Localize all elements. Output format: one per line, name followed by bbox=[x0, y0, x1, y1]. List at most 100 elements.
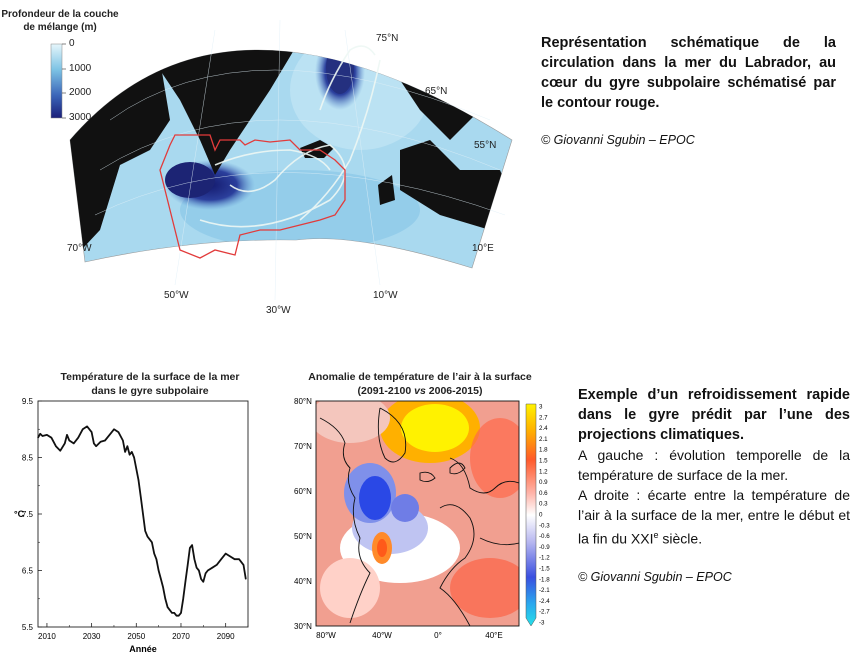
bottom-description-right: A droite : écarte entre la température d… bbox=[578, 487, 850, 547]
sst-data-point bbox=[187, 564, 189, 566]
sst-series-line bbox=[37, 425, 247, 617]
sst-data-point bbox=[99, 441, 102, 443]
lon-tick: 80°W bbox=[316, 631, 336, 640]
lat-tick: 70°N bbox=[294, 442, 312, 451]
colorbar bbox=[50, 43, 63, 119]
colorbar-title-line2: de mélange (m) bbox=[23, 22, 97, 33]
sst-data-point bbox=[171, 612, 173, 614]
sst-data-point bbox=[73, 442, 75, 444]
lon-tick: 40°W bbox=[372, 631, 392, 640]
anomaly-map-frame bbox=[315, 400, 520, 627]
lon-label: 10°W bbox=[373, 290, 398, 301]
sst-chart-title-line2: dans le gyre subpolaire bbox=[91, 385, 209, 397]
anomaly-colorbar-tick: 2.7 bbox=[539, 414, 548, 421]
sst-data-point bbox=[126, 445, 128, 447]
mixed-layer-map-graphic bbox=[50, 19, 513, 301]
anomaly-map-title: Anomalie de température de l’air à la su… bbox=[300, 370, 540, 398]
sst-data-point bbox=[160, 578, 162, 580]
sst-data-point bbox=[144, 530, 146, 532]
sst-data-point bbox=[153, 552, 155, 555]
sst-data-point bbox=[131, 451, 133, 453]
anomaly-colorbar-tick: 0.9 bbox=[539, 479, 548, 486]
lat-label: 55°N bbox=[474, 140, 497, 151]
sst-data-point bbox=[55, 445, 57, 447]
anomaly-colorbar-tick: 3 bbox=[539, 404, 543, 411]
sst-data-point bbox=[211, 567, 213, 569]
sst-data-point bbox=[95, 445, 97, 447]
sst-data-point bbox=[82, 428, 84, 430]
sst-data-point bbox=[238, 558, 240, 560]
sst-data-point bbox=[50, 437, 53, 439]
sst-data-point bbox=[180, 612, 182, 614]
sst-data-point bbox=[135, 468, 137, 470]
x-tick-label: 2050 bbox=[127, 632, 145, 641]
y-tick-label: 8.5 bbox=[22, 454, 34, 463]
sst-data-point bbox=[182, 598, 184, 600]
anomaly-colorbar-tick: -0.6 bbox=[539, 533, 550, 540]
sst-data-point bbox=[162, 586, 164, 589]
anomaly-colorbar-tick: 1.8 bbox=[539, 447, 548, 454]
sst-data-point bbox=[91, 431, 93, 433]
y-axis-label: °C bbox=[14, 509, 25, 519]
sst-data-point bbox=[77, 437, 79, 439]
lat-label: 65°N bbox=[425, 86, 448, 97]
top-credit: © Giovanni Sgubin – EPOC bbox=[541, 133, 695, 147]
sst-data-point bbox=[169, 609, 171, 611]
sst-data-point bbox=[164, 598, 166, 600]
sst-data-point bbox=[216, 564, 218, 566]
sst-data-point bbox=[59, 450, 61, 452]
sst-data-point bbox=[86, 425, 88, 428]
anomaly-colorbar-tick: -2.7 bbox=[539, 609, 550, 616]
x-axis-label: Année bbox=[129, 644, 157, 654]
anomaly-colorbar-tick: -2.4 bbox=[539, 598, 550, 605]
bottom-description-left: A gauche : évolution temporelle de la te… bbox=[578, 447, 850, 483]
sst-data-point bbox=[146, 536, 149, 538]
sst-data-point bbox=[198, 569, 200, 572]
anomaly-colorbar-tick: -2.1 bbox=[539, 587, 550, 594]
lon-label: 50°W bbox=[164, 290, 189, 301]
anomaly-colorbar-tick: 2.4 bbox=[539, 425, 548, 432]
x-tick-label: 2010 bbox=[38, 632, 56, 641]
anomaly-colorbar-tick: -3 bbox=[539, 620, 545, 627]
sst-data-point bbox=[242, 564, 245, 566]
sst-chart-title-line1: Température de la surface de la mer bbox=[60, 371, 240, 383]
subpolar-gyre-contour bbox=[159, 134, 346, 259]
colorbar-tick: 2000 bbox=[69, 87, 92, 98]
sst-data-point bbox=[191, 544, 193, 546]
sst-data-point bbox=[178, 615, 180, 617]
anomaly-title-line2: (2091-2100 vs 2006-2015) bbox=[357, 385, 483, 397]
colorbar-title: Profondeur de la couche de mélange (m) bbox=[0, 8, 120, 34]
sst-data-point bbox=[184, 581, 187, 583]
sst-data-point bbox=[108, 434, 111, 436]
sst-data-point bbox=[225, 552, 227, 555]
sst-data-point bbox=[204, 572, 207, 574]
sst-data-point bbox=[196, 567, 198, 569]
sst-data-point bbox=[68, 439, 70, 442]
sst-data-point bbox=[245, 578, 247, 580]
sst-data-point bbox=[113, 428, 115, 430]
sst-data-point bbox=[93, 442, 95, 444]
colorbar-tick: 0 bbox=[69, 38, 75, 49]
x-tick-label: 2090 bbox=[217, 632, 235, 641]
bottom-credit: © Giovanni Sgubin – EPOC bbox=[578, 570, 732, 584]
sst-data-point bbox=[117, 431, 120, 433]
anomaly-map: 80°N 70°N 60°N 50°N 40°N 30°N 80°W 40°W … bbox=[294, 398, 550, 640]
sst-data-point bbox=[233, 558, 236, 560]
anomaly-colorbar-tick: -1.2 bbox=[539, 555, 550, 562]
colorbar-tick: 3000 bbox=[69, 112, 92, 123]
sst-data-point bbox=[158, 569, 160, 572]
sst-data-point bbox=[64, 442, 66, 444]
sst-data-point bbox=[151, 541, 153, 543]
lon-label: 30°W bbox=[266, 305, 291, 316]
sst-data-point bbox=[66, 434, 68, 436]
sst-data-point bbox=[173, 612, 175, 614]
sst-data-point bbox=[207, 569, 209, 572]
anomaly-colorbar-tick: 1.2 bbox=[539, 468, 548, 475]
lat-tick: 30°N bbox=[294, 622, 312, 631]
sst-data-point bbox=[200, 578, 202, 580]
lon-tick: 40°E bbox=[485, 631, 502, 640]
bottom-description: Exemple d’un refroidissement rapide dans… bbox=[578, 385, 850, 549]
sst-data-point bbox=[133, 456, 135, 459]
y-tick-label: 5.5 bbox=[22, 623, 34, 632]
anomaly-colorbar-tick: 2.1 bbox=[539, 436, 548, 443]
